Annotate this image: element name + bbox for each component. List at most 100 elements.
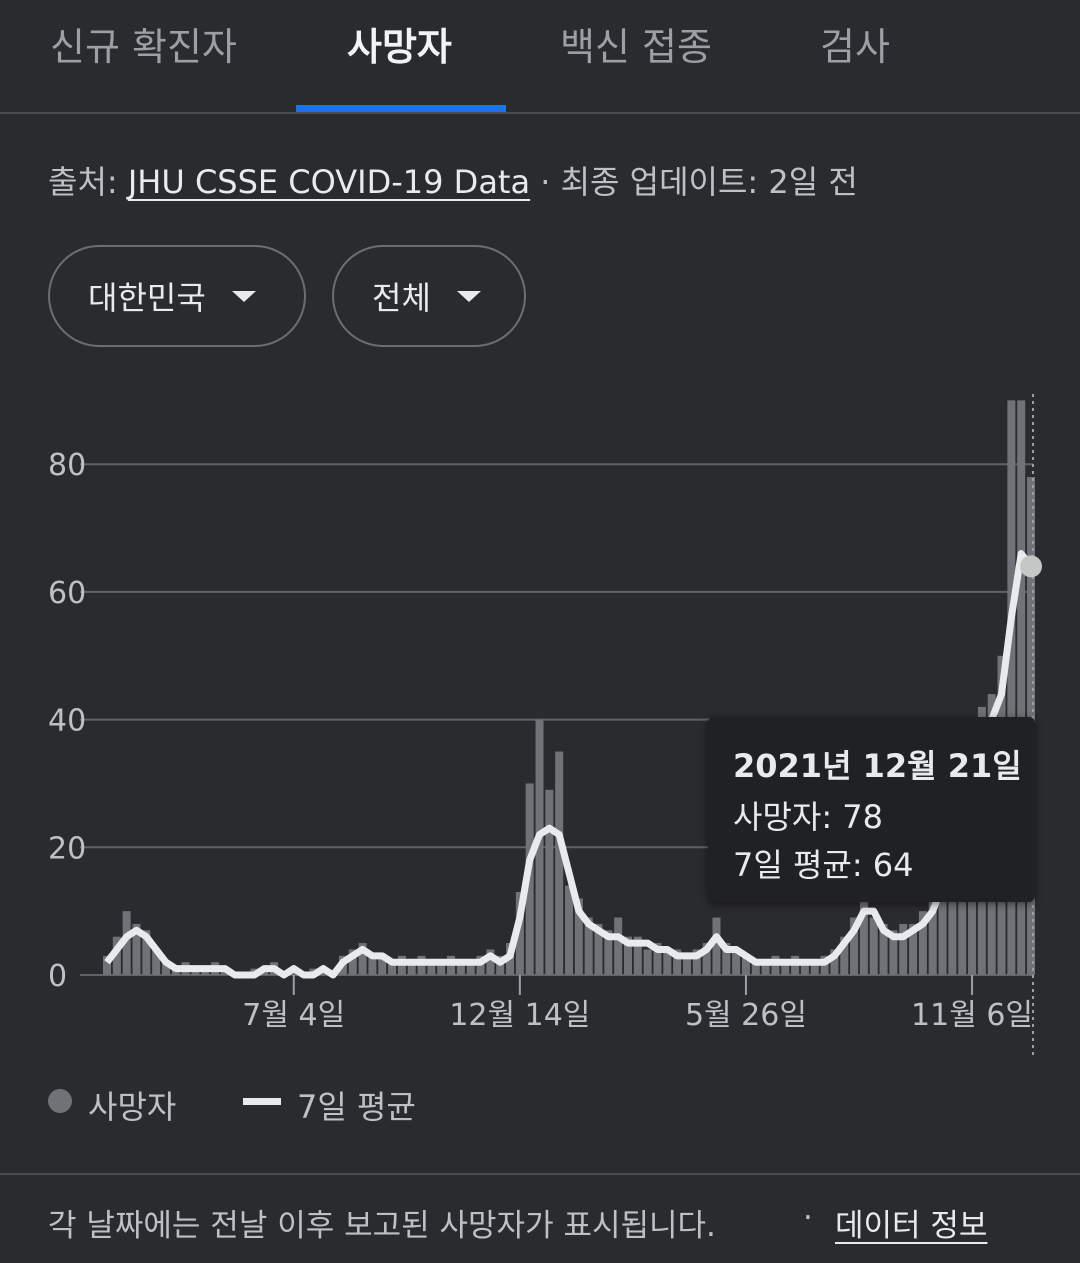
bar [348,949,357,975]
bar [909,923,918,975]
y-tick-label: 80 [48,448,86,483]
average-line [104,550,1034,979]
bar [142,930,151,975]
bar [378,955,387,975]
bar [633,936,642,975]
bar [741,955,750,975]
bar [918,911,927,975]
bar [486,949,495,975]
caret [456,290,481,302]
bar [732,949,741,975]
bar [604,930,613,975]
legend-dot [48,1089,72,1113]
y-tick-label: 40 [48,704,86,739]
data-info-link[interactable]: 데이터 정보 [835,1208,988,1244]
bar [388,962,397,975]
source-line: 출처: JHU CSSE COVID-19 Data · 최종 업데이트: 2일… [48,157,858,203]
bar [368,955,377,975]
bar [466,962,475,975]
bar [761,962,770,975]
period-dropdown[interactable]: 전체 [332,245,526,347]
bar [1007,400,1016,975]
tooltip-title: 2021년 12월 21일 [733,747,1022,785]
bar [869,917,878,975]
bar [663,949,672,975]
bar [781,962,790,975]
bar [623,936,632,975]
bar [899,923,908,975]
bar [682,955,691,975]
hover-point [1020,555,1043,578]
caret [231,290,256,302]
bar [555,751,564,975]
bar [850,917,859,975]
bar [427,962,436,975]
bar [565,885,574,975]
bar [830,949,839,975]
separator: · [803,1200,813,1236]
bar [132,923,141,975]
bar [152,949,161,975]
tab-active[interactable]: 사망자 [347,25,452,69]
bar [712,917,721,975]
footer-note: 각 날짜에는 전날 이후 보고된 사망자가 표시됩니다. [48,1208,716,1244]
bar [673,949,682,975]
bar [545,789,554,975]
bar [535,719,544,975]
bar [574,898,583,975]
bar [122,911,131,975]
bar [103,955,111,975]
bar [702,943,711,975]
divider [0,1173,1080,1175]
x-tick-label: 12월 14일 [449,998,590,1033]
tab[interactable]: 검사 [820,25,890,69]
updated: · 최종 업데이트: 2일 전 [540,163,858,201]
source-label: 출처: [48,163,118,201]
tab[interactable]: 신규 확진자 [50,25,237,69]
tooltip-line: 사망자: 78 [733,798,883,836]
bar [692,949,701,975]
region-dropdown[interactable]: 대한민국 [48,245,306,347]
bar [407,962,416,975]
bar [515,892,524,975]
dropdown-label: 대한민국 [88,279,206,317]
y-tick-label: 60 [48,576,86,611]
bar [810,962,819,975]
y-tick-label: 20 [48,831,86,866]
bar [751,962,760,975]
divider [0,112,1080,114]
bar [938,860,947,975]
x-tick-label: 7월 4일 [242,998,345,1033]
legend-label: 사망자 [88,1088,177,1126]
tooltip-line: 7일 평균: 64 [733,846,914,884]
bar [594,923,603,975]
bar [456,962,465,975]
bar [840,936,849,975]
bar [643,949,652,975]
tab[interactable]: 백신 접종 [560,25,712,69]
dropdown-label: 전체 [372,279,431,317]
tab-indicator [296,105,506,112]
legend-label: 7일 평균 [297,1088,416,1126]
bar [161,962,170,975]
source-link[interactable]: JHU CSSE COVID-19 Data [127,163,531,201]
bar [112,936,121,975]
bar [358,943,367,975]
y-tick-label: 0 [48,959,67,994]
bar [800,962,809,975]
bar [437,962,446,975]
tooltip: 2021년 12월 21일 사망자: 78 7일 평균: 64 [708,717,1035,902]
x-tick-label: 5월 26일 [685,998,807,1033]
bar [1017,400,1026,975]
bar [614,917,623,975]
bar [889,930,898,975]
bar [722,943,731,975]
x-tick-label: 11월 6일 [911,998,1033,1033]
bar [653,943,662,975]
bar [928,898,937,975]
legend-line [243,1098,281,1105]
bar [859,898,868,975]
bar [584,917,593,975]
